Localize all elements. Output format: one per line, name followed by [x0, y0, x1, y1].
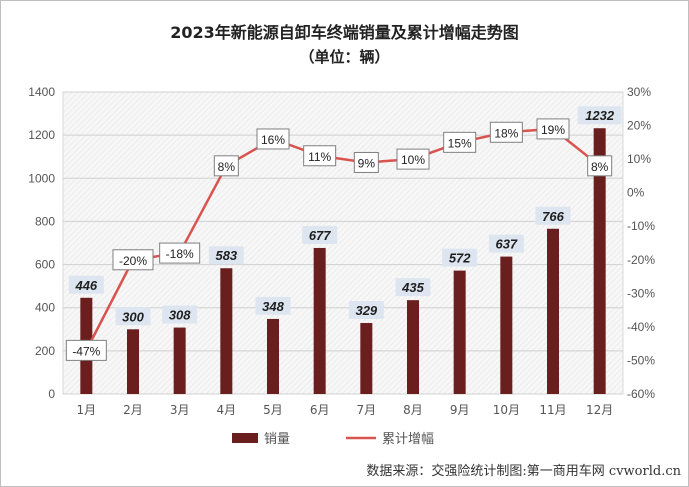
- line-value-label: 11%: [308, 150, 331, 164]
- bar-value-label: 446: [74, 278, 97, 293]
- y-left-tick-label: 400: [35, 301, 55, 315]
- bar-value-label: 308: [169, 308, 191, 323]
- x-tick-label: 8月: [403, 403, 423, 417]
- bar-value-label-bg: [442, 248, 478, 267]
- x-tick-label: 1月: [77, 403, 97, 417]
- y-right-tick-label: -30%: [627, 286, 655, 300]
- line-value-label: -18%: [166, 247, 194, 261]
- line-value-label: 10%: [401, 153, 425, 167]
- line-value-label-box: [256, 128, 290, 150]
- bar: [407, 300, 419, 394]
- y-right-tick-label: -10%: [627, 219, 655, 233]
- y-right-tick-label: 0%: [627, 186, 645, 200]
- line-value-label: 9%: [358, 156, 376, 170]
- y-left-tick-label: 0: [48, 387, 55, 401]
- bar-value-label: 766: [542, 209, 564, 224]
- legend-swatch-sales: [232, 433, 258, 443]
- line-value-label: -47%: [72, 344, 100, 358]
- y-right-tick-label: 30%: [627, 85, 651, 99]
- bar-value-label-bg: [255, 296, 291, 315]
- y-left-tick-label: 1400: [28, 85, 55, 99]
- y-left-tick-label: 1000: [28, 171, 55, 185]
- x-tick-label: 6月: [310, 403, 330, 417]
- bar-value-label-bg: [302, 225, 338, 244]
- bar-value-label-bg: [68, 275, 104, 294]
- line-value-label: -20%: [119, 254, 147, 268]
- bar: [500, 256, 513, 394]
- line-value-label: 19%: [541, 123, 565, 137]
- y-left-tick-label: 600: [35, 258, 55, 272]
- bar-value-label: 583: [215, 248, 237, 263]
- line-value-label: 15%: [448, 136, 472, 150]
- y-left-tick-label: 200: [35, 344, 55, 358]
- bar-value-label-bg: [162, 305, 198, 324]
- y-right-tick-label: -60%: [627, 387, 655, 401]
- bar: [547, 228, 559, 394]
- x-tick-label: 7月: [357, 403, 377, 417]
- line-value-label: 18%: [494, 126, 518, 140]
- data-source-note: 数据来源：交强险统计制图:第一商用车网 cvworld.cn: [366, 464, 681, 479]
- bar-value-label: 435: [401, 280, 424, 295]
- bar: [220, 268, 233, 394]
- bar: [267, 318, 279, 394]
- line-value-label-box: [353, 151, 379, 173]
- line-value-label-box: [159, 242, 201, 264]
- bar-value-label-bg: [115, 307, 151, 326]
- bar: [313, 247, 326, 394]
- line-value-label-box: [213, 155, 239, 177]
- line-value-label-box: [587, 155, 613, 177]
- plot-area: [62, 91, 624, 395]
- x-tick-label: 10月: [493, 403, 520, 417]
- bar-value-label: 572: [449, 251, 471, 266]
- line-value-label-box: [112, 249, 154, 271]
- y-left-tick-label: 1200: [28, 128, 55, 142]
- bar-value-label: 300: [122, 309, 144, 324]
- legend-label-growth: 累计增幅: [382, 432, 434, 447]
- line-value-label-box: [396, 148, 430, 170]
- line-value-label-box: [65, 339, 107, 361]
- bar-value-label: 329: [355, 303, 377, 318]
- bar-value-label: 1232: [585, 108, 615, 123]
- bar: [593, 128, 606, 395]
- line-value-label-box: [489, 121, 523, 143]
- x-tick-label: 5月: [263, 403, 283, 417]
- line-value-label-box: [303, 145, 337, 167]
- chart-subtitle: （单位：辆）: [299, 48, 390, 66]
- y-left-tick-label: 800: [35, 214, 55, 228]
- x-tick-label: 2月: [123, 403, 143, 417]
- bar-value-label-bg: [577, 106, 622, 125]
- legend-label-sales: 销量: [264, 432, 290, 447]
- bar-value-label-bg: [208, 246, 244, 265]
- bar: [173, 327, 186, 394]
- bar-value-label-bg: [348, 301, 384, 320]
- y-right-tick-label: 20%: [627, 119, 651, 133]
- line-value-label-box: [536, 118, 570, 140]
- x-tick-label: 3月: [170, 403, 190, 417]
- x-tick-label: 12月: [586, 403, 613, 417]
- bar: [127, 329, 139, 394]
- line-value-label-box: [443, 131, 477, 153]
- x-tick-label: 11月: [539, 403, 566, 417]
- line-value-label: 16%: [261, 133, 285, 147]
- x-tick-label: 4月: [217, 403, 237, 417]
- line-value-label: 8%: [218, 160, 236, 174]
- bar: [360, 323, 373, 394]
- y-right-tick-label: 10%: [627, 152, 651, 166]
- y-right-tick-label: -40%: [627, 320, 655, 334]
- bar-value-label-bg: [535, 206, 571, 225]
- bar-value-label-bg: [395, 278, 431, 297]
- y-right-tick-label: -50%: [627, 353, 655, 367]
- bar-value-label: 348: [262, 299, 284, 314]
- line-value-label: 8%: [591, 160, 609, 174]
- bar: [453, 270, 466, 394]
- bar-value-label: 677: [309, 228, 331, 243]
- bar-value-label: 637: [495, 237, 517, 252]
- bar-value-label-bg: [488, 234, 524, 253]
- y-right-tick-label: -20%: [627, 253, 655, 267]
- x-tick-label: 9月: [450, 403, 470, 417]
- chart-title: 2023年新能源自卸车终端销量及累计增幅走势图: [170, 23, 519, 42]
